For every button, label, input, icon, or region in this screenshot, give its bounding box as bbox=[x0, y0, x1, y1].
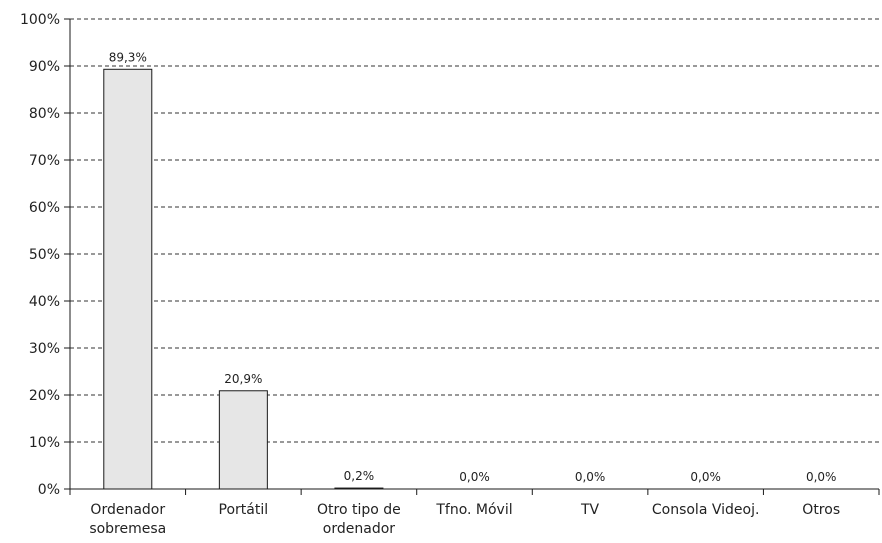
y-tick-label: 100% bbox=[20, 12, 60, 28]
data-label: 0,0% bbox=[575, 470, 606, 484]
data-label: 0,0% bbox=[806, 470, 837, 484]
data-label: 0,0% bbox=[459, 470, 490, 484]
y-tick-label: 0% bbox=[38, 482, 60, 498]
y-tick-label: 90% bbox=[29, 59, 60, 75]
category-label: ordenador bbox=[323, 521, 395, 537]
category-label: Consola Videoj. bbox=[652, 502, 760, 518]
category-label: Ordenador bbox=[90, 502, 165, 518]
data-label: 0,2% bbox=[344, 469, 375, 483]
data-label: 20,9% bbox=[224, 372, 262, 386]
y-tick-label: 60% bbox=[29, 200, 60, 216]
y-tick-label: 30% bbox=[29, 341, 60, 357]
category-label: sobremesa bbox=[89, 521, 166, 537]
category-label: Otros bbox=[802, 502, 840, 518]
category-label: Otro tipo de bbox=[317, 502, 401, 518]
data-label: 0,0% bbox=[690, 470, 721, 484]
category-label: Portátil bbox=[219, 502, 269, 518]
category-label: Tfno. Móvil bbox=[435, 502, 512, 518]
y-tick-label: 80% bbox=[29, 106, 60, 122]
y-tick-label: 20% bbox=[29, 388, 60, 404]
y-tick-label: 10% bbox=[29, 435, 60, 451]
y-tick-label: 40% bbox=[29, 294, 60, 310]
y-tick-label: 70% bbox=[29, 153, 60, 169]
category-label: TV bbox=[580, 502, 600, 518]
data-label: 89,3% bbox=[109, 50, 147, 64]
y-tick-label: 50% bbox=[29, 247, 60, 263]
bar bbox=[103, 68, 153, 490]
bar bbox=[218, 390, 268, 490]
